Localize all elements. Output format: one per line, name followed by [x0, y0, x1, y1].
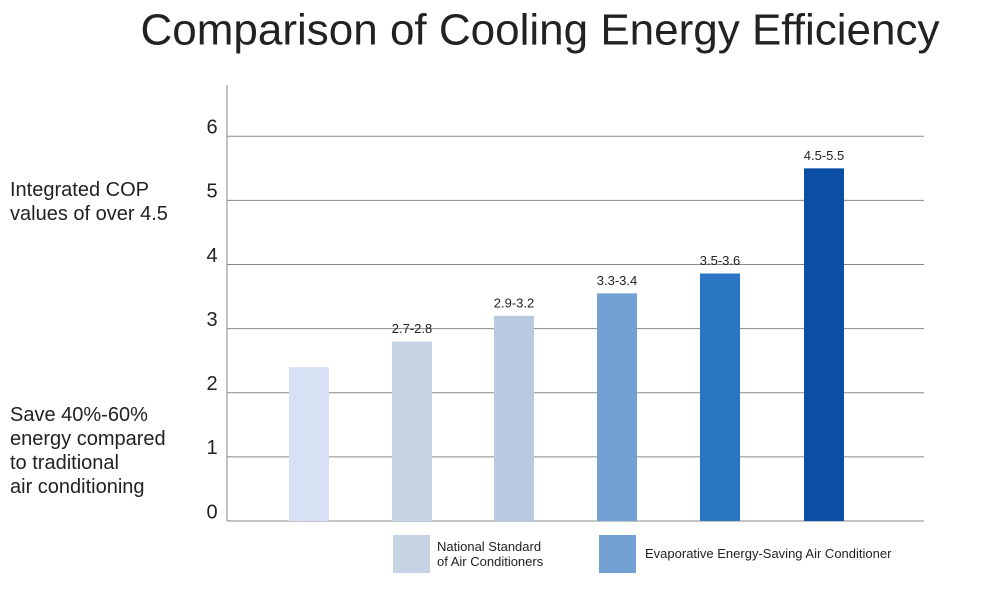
legend-swatch	[599, 535, 636, 573]
legend-swatch	[393, 535, 430, 573]
bar	[597, 293, 637, 521]
y-tick-label: 2	[206, 373, 217, 395]
y-tick-label: 1	[206, 437, 217, 459]
annotation: Integrated COP values of over 4.5	[10, 179, 168, 225]
bar	[494, 315, 534, 521]
annotation: Save 40%-60% energy compared to traditio…	[10, 404, 166, 498]
bar	[700, 273, 740, 521]
value-label: 2.9-3.2	[494, 295, 534, 310]
bar	[392, 341, 432, 521]
y-tick-label: 6	[206, 117, 217, 139]
chart-title: Comparison of Cooling Energy Efficiency	[141, 6, 940, 55]
value-label: 4.5-5.5	[804, 148, 844, 163]
y-tick-label: 4	[206, 245, 217, 267]
legend-label: Evaporative Energy-Saving Air Conditione…	[645, 546, 892, 561]
y-tick-label: 5	[206, 181, 217, 203]
value-label: 3.3-3.4	[597, 273, 637, 288]
y-tick-label: 3	[206, 309, 217, 331]
bar	[289, 367, 329, 521]
value-label: 3.5-3.6	[700, 253, 740, 268]
y-tick-label: 0	[206, 501, 217, 523]
bar	[804, 168, 844, 521]
value-label: 2.7-2.8	[392, 321, 432, 336]
legend-label: National Standard of Air Conditioners	[437, 539, 544, 569]
